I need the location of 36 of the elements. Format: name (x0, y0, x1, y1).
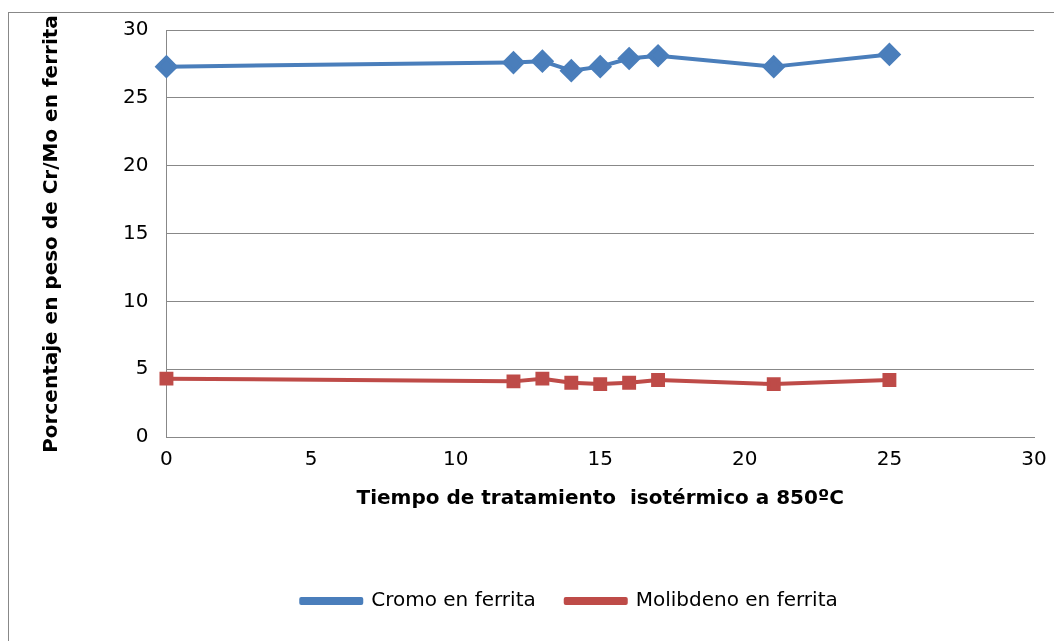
point (531, 50, 554, 73)
point (593, 377, 608, 392)
y-tick-label: 10 (123, 287, 149, 312)
point (564, 375, 579, 390)
point (589, 55, 612, 78)
x-tick-label: 5 (304, 446, 318, 471)
point (878, 43, 901, 66)
point (882, 373, 897, 387)
point (159, 371, 174, 386)
x-axis-title: Tiempo de tratamiento isotérmico a 850ºC (356, 485, 844, 510)
point (155, 55, 178, 78)
y-tick-label: 5 (135, 355, 149, 380)
legend-label: Molibdeno en ferrita (635, 587, 838, 612)
point (647, 44, 670, 67)
y-tick-label: 30 (123, 16, 149, 41)
point (651, 373, 666, 387)
x-tick-label: 15 (587, 446, 613, 471)
y-axis-title: Porcentaje en peso de Cr/Mo en ferrita (38, 14, 62, 453)
point (560, 59, 583, 82)
y-tick-label: 0 (135, 423, 149, 448)
x-tick-label: 30 (1021, 446, 1047, 471)
y-tick-label: 25 (123, 84, 149, 109)
point (506, 374, 521, 389)
x-tick-label: 0 (160, 446, 173, 471)
point (766, 377, 781, 392)
point (535, 371, 550, 386)
point (762, 55, 785, 78)
y-tick-label: 20 (123, 151, 149, 176)
x-tick-label: 25 (876, 446, 903, 471)
legend-label: Cromo en ferrita (371, 587, 536, 612)
x-tick-label: 20 (732, 446, 758, 471)
point (622, 375, 637, 390)
y-tick-label: 15 (123, 219, 149, 244)
point (618, 47, 641, 70)
x-tick-label: 10 (442, 446, 469, 471)
point (502, 51, 525, 74)
